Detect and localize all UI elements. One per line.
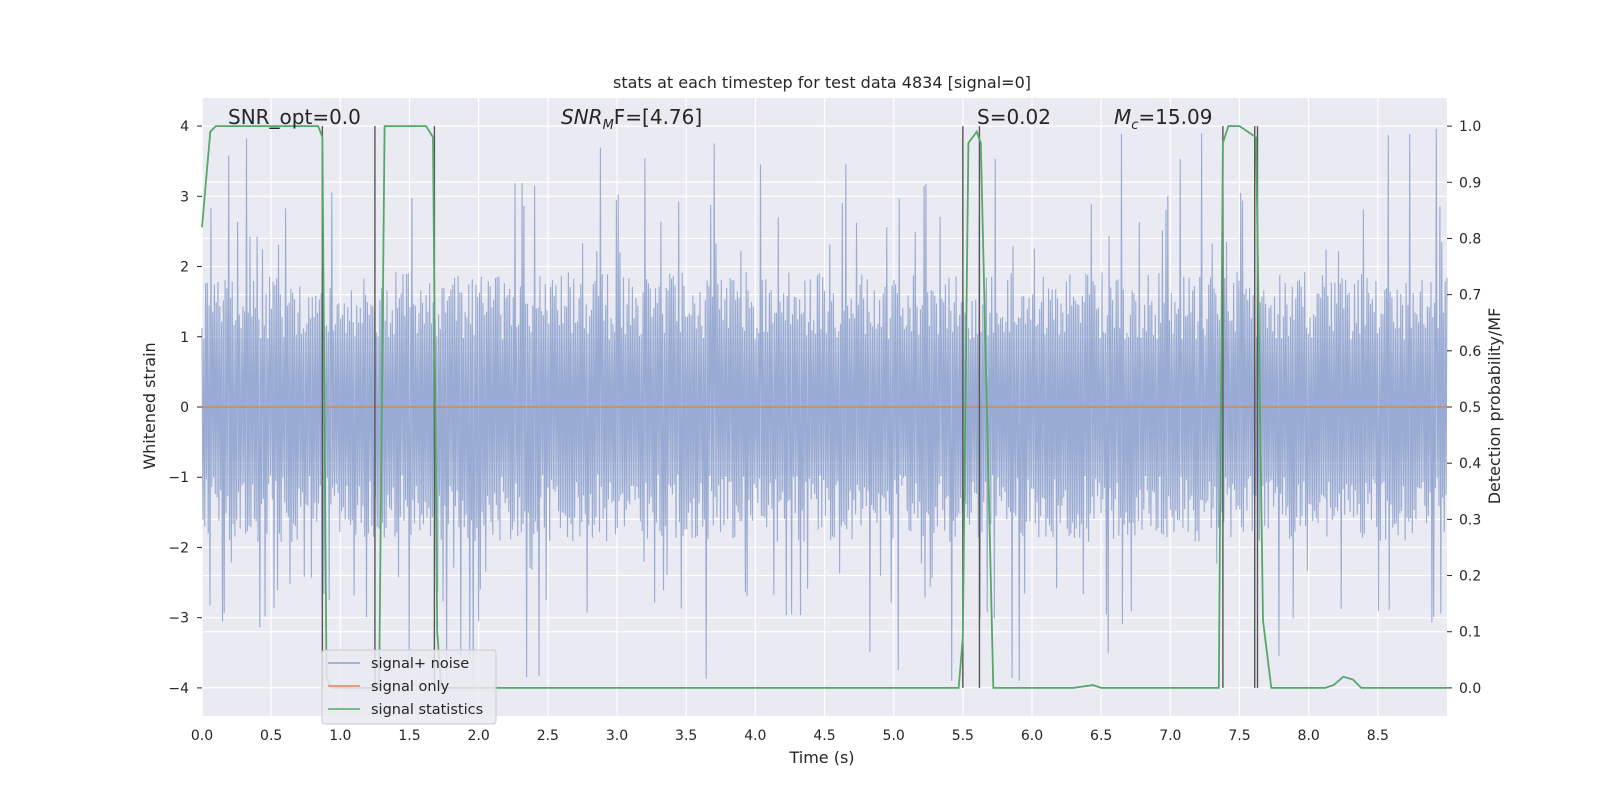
y-tick-label-6: −2 xyxy=(168,540,189,556)
y-tick-label-0: 4 xyxy=(180,119,189,135)
x-axis-ticks: 0.0 0.5 1.0 1.5 2.0 2.5 3.0 3.5 4.0 4.5 5.0 5.5 6.0 6… xyxy=(191,728,1389,744)
legend-box xyxy=(321,649,497,725)
x-tick-label-12: 6.0 xyxy=(1021,728,1043,744)
y-axis-label: Whitened strain xyxy=(140,342,159,469)
y-tick-label-8: −4 xyxy=(168,681,189,697)
mc-main: M xyxy=(1114,105,1131,129)
snr-mf-main: SNR xyxy=(561,105,603,129)
y-right-tick-label-3: 0.7 xyxy=(1459,288,1481,304)
mc-subscript: c xyxy=(1131,118,1138,133)
y-right-tick-label-10: 0.0 xyxy=(1459,681,1481,697)
annotation-snr-mf: SNRMF=[4.76] xyxy=(561,105,702,133)
x-tick-label-9: 4.5 xyxy=(813,728,835,744)
y-right-tick-label-4: 0.6 xyxy=(1459,344,1481,360)
y-right-tick-label-6: 0.4 xyxy=(1459,456,1481,472)
x-tick-label-2: 1.0 xyxy=(329,728,351,744)
y-right-tick-label-7: 0.3 xyxy=(1459,512,1481,528)
x-tick-label-4: 2.0 xyxy=(468,728,490,744)
annotation-mc: Mc=15.09 xyxy=(1114,105,1212,133)
annotation-s-stat: S=0.02 xyxy=(977,105,1051,129)
x-tick-label-15: 7.5 xyxy=(1228,728,1250,744)
x-tick-label-7: 3.5 xyxy=(675,728,697,744)
y-axis-right-label: Detection probability/MF xyxy=(1485,308,1504,505)
x-tick-label-5: 2.5 xyxy=(537,728,559,744)
y-tick-label-2: 2 xyxy=(180,260,189,276)
x-tick-label-14: 7.0 xyxy=(1159,728,1181,744)
y-right-tick-label-8: 0.2 xyxy=(1459,569,1481,585)
x-tick-label-1: 0.5 xyxy=(260,728,282,744)
y-right-tick-label-0: 1.0 xyxy=(1459,119,1481,135)
x-tick-label-10: 5.0 xyxy=(883,728,905,744)
noise-line xyxy=(201,128,1448,681)
y-axis-right-ticks: 1.0 0.9 0.8 0.7 0.6 0.5 0.4 0.3 0.2 0.1 0.0 xyxy=(1447,119,1481,697)
legend-label-signal-statistics: signal statistics xyxy=(371,702,483,718)
x-tick-label-3: 1.5 xyxy=(398,728,420,744)
snr-mf-rest: F=[4.76] xyxy=(614,105,702,129)
x-tick-label-13: 6.5 xyxy=(1090,728,1112,744)
x-tick-label-0: 0.0 xyxy=(191,728,213,744)
y-tick-label-4: 0 xyxy=(180,400,189,416)
x-tick-label-8: 4.0 xyxy=(744,728,766,744)
legend-label-signal-noise: signal+ noise xyxy=(371,656,469,672)
mc-rest: =15.09 xyxy=(1138,105,1212,129)
y-right-tick-label-9: 0.1 xyxy=(1459,625,1481,641)
series-signal-noise xyxy=(201,128,1448,681)
x-tick-label-6: 3.0 xyxy=(606,728,628,744)
legend: signal+ noise signal only signal statist… xyxy=(321,649,497,725)
y-right-tick-label-5: 0.5 xyxy=(1459,400,1481,416)
x-tick-label-17: 8.5 xyxy=(1367,728,1389,744)
y-tick-label-5: −1 xyxy=(168,470,189,486)
y-tick-label-7: −3 xyxy=(168,611,189,627)
annotation-snr-opt: SNR_opt=0.0 xyxy=(228,105,361,129)
chart-title: stats at each timestep for test data 483… xyxy=(613,73,1031,92)
legend-label-signal-only: signal only xyxy=(371,679,450,695)
y-axis-ticks: 4 3 2 1 0 −1 −2 −3 −4 xyxy=(168,119,202,697)
y-tick-label-1: 3 xyxy=(180,189,189,205)
snr-mf-subscript: M xyxy=(603,118,614,133)
x-tick-label-16: 8.0 xyxy=(1298,728,1320,744)
y-tick-label-3: 1 xyxy=(180,330,189,346)
y-right-tick-label-2: 0.8 xyxy=(1459,231,1481,247)
x-axis-label: Time (s) xyxy=(788,748,854,767)
x-tick-label-11: 5.5 xyxy=(952,728,974,744)
y-right-tick-label-1: 0.9 xyxy=(1459,175,1481,191)
